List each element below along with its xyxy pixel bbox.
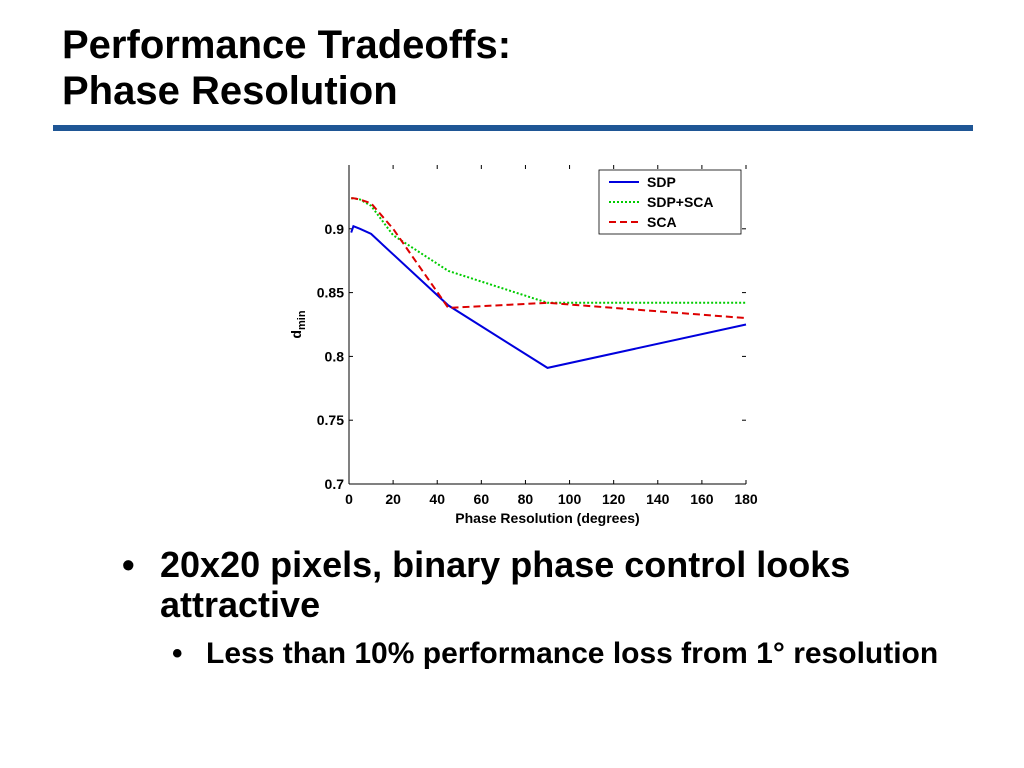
x-tick-label: 80 — [518, 491, 534, 507]
sub-bullet-glyph: • — [172, 637, 183, 670]
x-tick-label: 20 — [385, 491, 401, 507]
y-tick-label: 0.75 — [317, 412, 344, 428]
y-tick-label: 0.9 — [325, 221, 345, 237]
y-axis-label-main: d — [288, 330, 304, 339]
legend-label: SDP+SCA — [647, 194, 714, 210]
sub-bullet-text: Less than 10% performance loss from 1° r… — [206, 637, 939, 670]
bullet-text: 20x20 pixels, binary phase control looks… — [160, 544, 851, 625]
phase-resolution-chart: 0 20 40 60 80 100 120 140 160 180 0.7 0.75 0.8 0.85 0.… — [288, 165, 758, 526]
x-tick-label: 120 — [602, 491, 626, 507]
title-divider — [53, 125, 973, 131]
legend-label: SDP — [647, 174, 676, 190]
legend-label: SCA — [647, 214, 677, 230]
y-tick-label: 0.8 — [325, 348, 345, 364]
y-tick-label: 0.7 — [325, 476, 345, 492]
x-tick-label: 0 — [345, 491, 353, 507]
series-line-sdp-sca — [351, 197, 746, 304]
slide-title: Performance Tradeoffs: Phase Resolution — [62, 22, 511, 114]
bullet-list: • 20x20 pixels, binary phase control loo… — [118, 545, 978, 671]
y-tick-label: 0.85 — [317, 285, 344, 301]
x-tick-label: 40 — [429, 491, 445, 507]
y-axis-label-subscript: min — [296, 310, 308, 330]
x-axis-label: Phase Resolution (degrees) — [455, 510, 639, 526]
x-tick-label: 100 — [558, 491, 582, 507]
x-tick-label: 60 — [474, 491, 490, 507]
y-axis-label: dmin — [288, 310, 308, 338]
x-tick-label: 160 — [690, 491, 714, 507]
slide-title-line-2: Phase Resolution — [62, 69, 398, 113]
x-tick-label: 140 — [646, 491, 670, 507]
sub-bullet-item: • Less than 10% performance loss from 1°… — [170, 637, 978, 671]
x-tick-label: 180 — [734, 491, 758, 507]
slide-title-line-1: Performance Tradeoffs: — [62, 23, 512, 67]
series-line-sdp — [350, 224, 747, 369]
bullet-item: • 20x20 pixels, binary phase control loo… — [118, 545, 978, 625]
bullet-glyph: • — [122, 544, 135, 585]
series-line-sca — [351, 197, 747, 320]
